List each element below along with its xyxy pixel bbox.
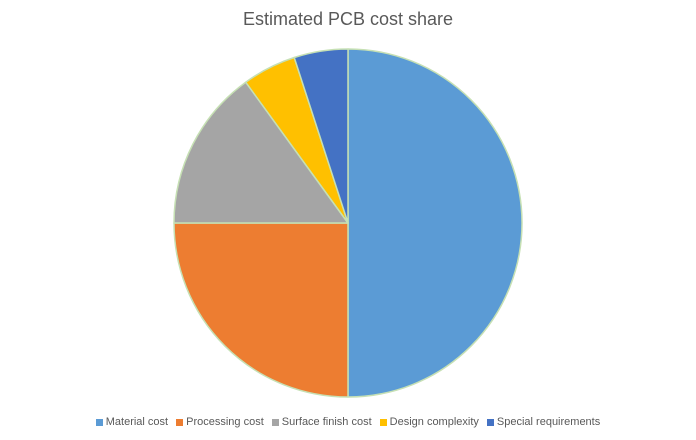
pie-slice-surface-finish-cost	[173, 81, 349, 224]
legend-item-processing-cost: Processing cost	[176, 416, 264, 428]
chart-title: Estimated PCB cost share	[242, 9, 454, 29]
pie-slice-material-cost	[347, 48, 523, 398]
legend-swatch-special-requirements	[486, 418, 494, 426]
legend-item-surface-finish-cost: Surface finish cost	[271, 416, 372, 428]
legend-swatch-material-cost	[95, 418, 103, 426]
legend-label-special-requirements: Special requirements	[496, 416, 601, 428]
legend-item-material-cost: Material cost	[95, 416, 169, 428]
legend-label-material-cost: Material cost	[105, 416, 169, 428]
legend-item-special-requirements: Special requirements	[486, 416, 601, 428]
legend-swatch-design-complexity	[379, 418, 387, 426]
legend: Material cost Processing cost Surface fini…	[0, 416, 696, 428]
legend-swatch-processing-cost	[176, 418, 184, 426]
pie-slice-special-requirements	[293, 48, 349, 224]
pie-slice-processing-cost	[173, 222, 349, 398]
legend-swatch-surface-finish-cost	[271, 418, 279, 426]
legend-item-design-complexity: Design complexity	[379, 416, 479, 428]
legend-label-surface-finish-cost: Surface finish cost	[281, 416, 372, 428]
legend-label-design-complexity: Design complexity	[389, 416, 479, 428]
legend-label-processing-cost: Processing cost	[186, 416, 264, 428]
